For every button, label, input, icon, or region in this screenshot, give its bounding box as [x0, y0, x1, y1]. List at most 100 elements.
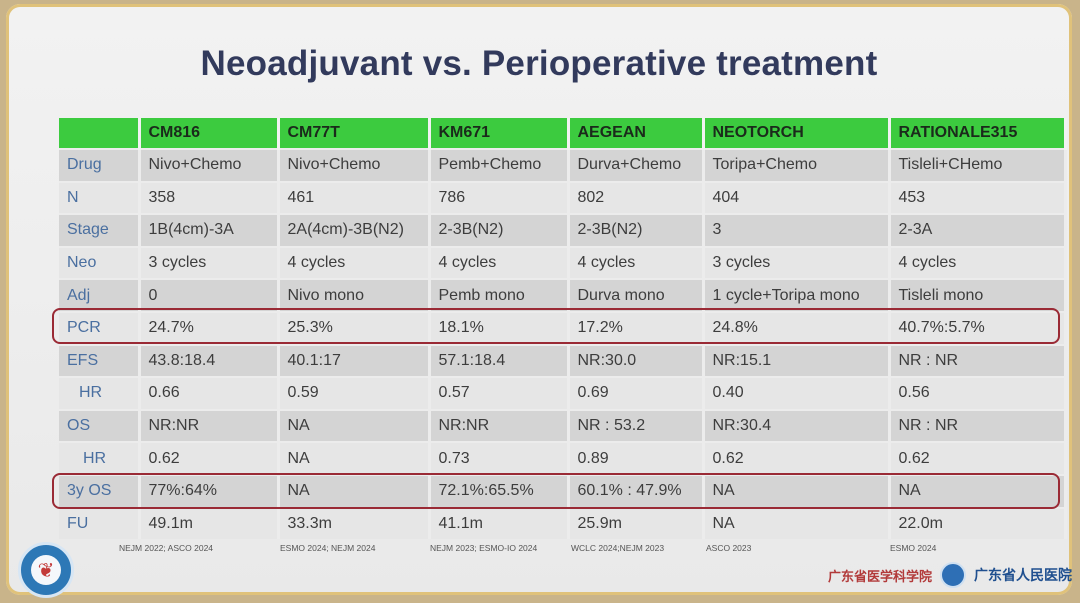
table-cell: 802	[568, 180, 705, 215]
table-cell: 4 cycles	[429, 245, 570, 280]
comparison-table: CM816 CM77T KM671 AEGEAN NEOTORCH RATION…	[59, 118, 1067, 540]
table-cell: 2-3B(N2)	[568, 213, 705, 247]
table-cell: 41.1m	[429, 506, 570, 540]
row-label: HR	[59, 376, 141, 410]
table-cell: 3	[703, 213, 891, 247]
header-rationale315: RATIONALE315	[889, 118, 1067, 149]
citation-neotorch: ASCO 2023	[706, 543, 752, 553]
table-row: PCR 24.7% 25.3% 18.1% 17.2% 24.8% 40.7%:5.7%	[59, 310, 1067, 345]
table-cell: 0.59	[278, 376, 431, 410]
header-aegean: AEGEAN	[568, 118, 705, 149]
table-cell: 0.89	[568, 441, 705, 475]
table-cell: Tisleli mono	[889, 278, 1067, 312]
table-cell: 25.3%	[278, 310, 431, 345]
row-label: N	[59, 180, 141, 215]
table-cell: NR : NR	[889, 343, 1067, 378]
header-corner	[59, 118, 141, 149]
table-cell: NA	[703, 473, 891, 508]
table-cell: NR:15.1	[703, 343, 891, 378]
table-cell: Nivo mono	[278, 278, 431, 312]
row-label: EFS	[59, 343, 141, 378]
table-row: 3y OS 77%:64% NA 72.1%:65.5% 60.1% : 47.9% NA…	[59, 473, 1067, 508]
table-cell: 2-3B(N2)	[429, 213, 570, 247]
table-cell: 4 cycles	[889, 245, 1067, 280]
table-header-row: CM816 CM77T KM671 AEGEAN NEOTORCH RATION…	[59, 118, 1067, 149]
table-row: Neo 3 cycles 4 cycles 4 cycles 4 cycles 3 cyc…	[59, 245, 1067, 280]
row-label: Drug	[59, 148, 141, 182]
table-cell: 24.8%	[703, 310, 891, 345]
table-cell: 0.69	[568, 376, 705, 410]
table-cell: Durva+Chemo	[568, 148, 705, 182]
pcr-row-highlight	[52, 308, 1060, 344]
slide: Neoadjuvant vs. Perioperative treatment …	[6, 4, 1072, 595]
table-cell: NR : NR	[889, 408, 1067, 443]
table-cell: 0.56	[889, 376, 1067, 410]
table-cell: 40.7%:5.7%	[889, 310, 1067, 345]
table-cell: 461	[278, 180, 431, 215]
row-label: PCR	[59, 310, 141, 345]
table-cell: Durva mono	[568, 278, 705, 312]
table-row: HR 0.62 NA 0.73 0.89 0.62 0.62	[59, 441, 1067, 475]
table-cell: 43.8:18.4	[139, 343, 280, 378]
table-cell: 404	[703, 180, 891, 215]
table-cell: NR:30.0	[568, 343, 705, 378]
table-cell: 33.3m	[278, 506, 431, 540]
header-km671: KM671	[429, 118, 570, 149]
table-cell: 40.1:17	[278, 343, 431, 378]
table-cell: Nivo+Chemo	[278, 148, 431, 182]
table-row: N 358 461 786 802 404 453	[59, 180, 1067, 215]
table-cell: NR:NR	[429, 408, 570, 443]
table-cell: 786	[429, 180, 570, 215]
table-cell: 453	[889, 180, 1067, 215]
org-right-name: 广东省人民医院	[974, 568, 1073, 584]
table-row: FU 49.1m 33.3m 41.1m 25.9m NA 22.0m	[59, 506, 1067, 540]
table-cell: 0.57	[429, 376, 570, 410]
table-cell: 0.62	[889, 441, 1067, 475]
table-cell: Nivo+Chemo	[139, 148, 280, 182]
table-cell: 2-3A	[889, 213, 1067, 247]
table-cell: NA	[703, 506, 891, 540]
table-row: OS NR:NR NA NR:NR NR : 53.2 NR:30.4 NR : NR	[59, 408, 1067, 443]
citation-km671: NEJM 2023; ESMO-IO 2024	[430, 543, 538, 553]
table-cell: NA	[278, 408, 431, 443]
row-label: Neo	[59, 245, 141, 280]
row-label: HR	[59, 441, 141, 475]
row-label: Adj	[59, 278, 141, 312]
table-cell: 2A(4cm)-3B(N2)	[278, 213, 431, 247]
table-cell: 0.62	[703, 441, 891, 475]
table-cell: Pemb mono	[429, 278, 570, 312]
table-row: Stage 1B(4cm)-3A 2A(4cm)-3B(N2) 2-3B(N2) 2-3…	[59, 213, 1067, 247]
table-cell: 0	[139, 278, 280, 312]
table-cell: 4 cycles	[568, 245, 705, 280]
table-cell: 0.66	[139, 376, 280, 410]
table-cell: 17.2%	[568, 310, 705, 345]
table-cell: 25.9m	[568, 506, 705, 540]
row-label: 3y OS	[59, 473, 141, 508]
table-row: Adj 0 Nivo mono Pemb mono Durva mono 1 cycle+…	[59, 278, 1067, 312]
table-cell: 22.0m	[889, 506, 1067, 540]
table-cell: 1B(4cm)-3A	[139, 213, 280, 247]
table-cell: 0.73	[429, 441, 570, 475]
citation-aegean: WCLC 2024;NEJM 2023	[571, 543, 665, 553]
table-row: Drug Nivo+Chemo Nivo+Chemo Pemb+Chemo Durva+…	[59, 148, 1067, 182]
table-cell: 77%:64%	[139, 473, 280, 508]
table-row: HR 0.66 0.59 0.57 0.69 0.40 0.56	[59, 376, 1067, 410]
lungs-icon: ❦	[31, 555, 61, 585]
table-row: EFS 43.8:18.4 40.1:17 57.1:18.4 NR:30.0 NR:15…	[59, 343, 1067, 378]
table-cell: NA	[278, 473, 431, 508]
citation-cm77t: ESMO 2024; NEJM 2024	[280, 543, 376, 553]
slide-title: Neoadjuvant vs. Perioperative treatment	[200, 44, 878, 83]
table-cell: 1 cycle+Toripa mono	[703, 278, 891, 312]
row-label: OS	[59, 408, 141, 443]
hospital-logo-right: 广东省医学科学院 广东省人民医院	[828, 562, 1072, 588]
table-cell: NA	[889, 473, 1067, 508]
header-cm816: CM816	[139, 118, 280, 149]
table-cell: 358	[139, 180, 280, 215]
table-cell: 57.1:18.4	[429, 343, 570, 378]
table-cell: NA	[278, 441, 431, 475]
row-label: FU	[59, 506, 141, 540]
hospital-logo-left: ❦	[18, 542, 74, 598]
table-cell: 0.62	[139, 441, 280, 475]
table-cell: 0.40	[703, 376, 891, 410]
table-cell: 24.7%	[139, 310, 280, 345]
